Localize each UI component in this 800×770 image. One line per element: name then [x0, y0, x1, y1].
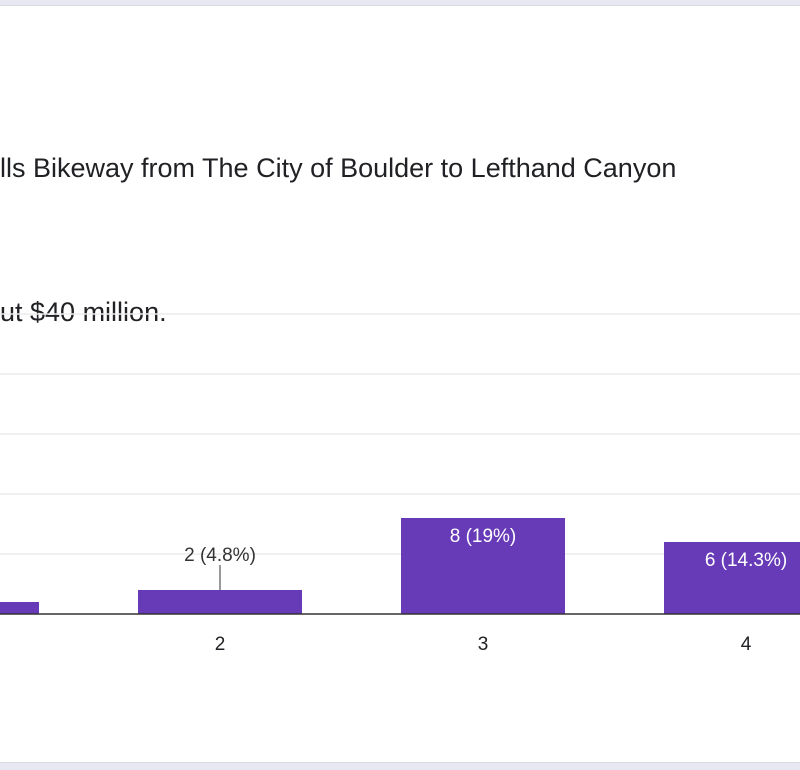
question-title: lls Bikeway from The City of Boulder to …: [0, 48, 676, 432]
question-title-line-2: ut $40 million.: [0, 297, 167, 327]
question-card: lls Bikeway from The City of Boulder to …: [0, 5, 800, 763]
x-tick-labels: 1234: [215, 634, 752, 655]
bar-4: [664, 542, 800, 614]
bar-3: [401, 518, 565, 614]
x-tick-2: 2: [215, 634, 226, 655]
gridlines: [0, 313, 800, 555]
question-title-line-1: lls Bikeway from The City of Boulder to …: [0, 153, 677, 183]
bars: [0, 518, 800, 614]
x-tick-3: 3: [478, 634, 489, 655]
data-labels: 2 (4.8%) 8 (19%) 6 (14.3%): [184, 526, 787, 590]
data-label-4: 6 (14.3%): [705, 550, 787, 571]
data-label-3: 8 (19%): [450, 526, 517, 547]
bar-2: [138, 590, 302, 614]
x-tick-4: 4: [741, 634, 752, 655]
bar-1: [0, 602, 39, 614]
data-label-2: 2 (4.8%): [184, 545, 256, 566]
